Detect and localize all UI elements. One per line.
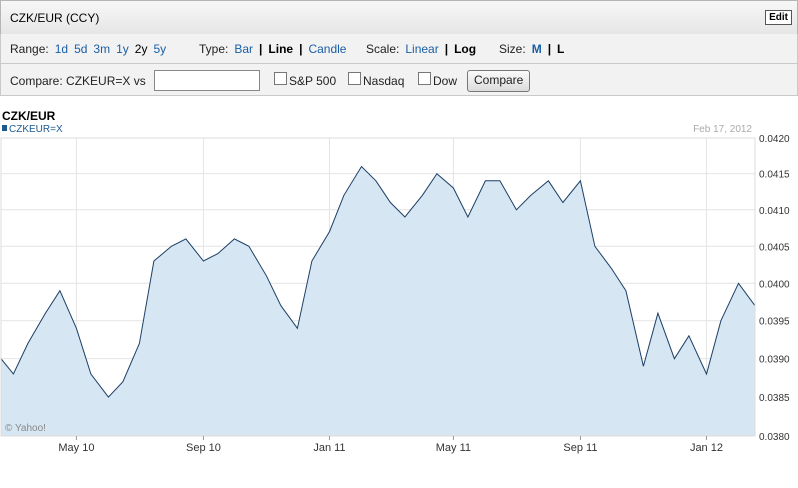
- range-option-2y[interactable]: 2y: [134, 42, 148, 56]
- range-option-3m[interactable]: 3m: [93, 42, 111, 56]
- type-option-bar[interactable]: Bar: [234, 42, 254, 56]
- sp500-label: S&P 500: [289, 74, 337, 88]
- type-option-candle[interactable]: Candle: [308, 42, 347, 56]
- size-separator: |: [547, 42, 552, 56]
- type-option-line[interactable]: Line: [268, 42, 294, 56]
- series-area: [1, 166, 755, 436]
- type-separator: |: [259, 42, 263, 56]
- y-tick-label: 0.0405: [759, 242, 790, 253]
- x-tick-label: Sep 10: [186, 442, 221, 454]
- size-group: Size: M | L: [499, 42, 564, 56]
- type-group: Type: Bar | Line | Candle: [199, 42, 346, 56]
- chart-title: CZK/EUR: [2, 109, 56, 123]
- series-line: [0, 165, 756, 398]
- date-label: Feb 17, 2012: [693, 124, 752, 135]
- sp500-checkbox[interactable]: [274, 72, 287, 85]
- range-option-1y[interactable]: 1y: [116, 42, 129, 56]
- scale-option-log[interactable]: Log: [454, 42, 477, 56]
- nasdaq-label: Nasdaq: [363, 74, 405, 88]
- size-label: Size:: [499, 42, 526, 56]
- compare-input[interactable]: [154, 70, 260, 91]
- type-separator: |: [299, 42, 303, 56]
- y-tick-label: 0.0385: [759, 393, 790, 404]
- range-option-5d[interactable]: 5d: [74, 42, 88, 56]
- size-option-l[interactable]: L: [557, 42, 565, 56]
- scale-group: Scale: Linear | Log: [366, 42, 476, 56]
- chart-header: CZK/EUR (CCY) Edit: [0, 0, 798, 35]
- legend-swatch: [2, 125, 7, 131]
- type-label: Type:: [199, 42, 229, 56]
- x-tick-label: Jan 12: [690, 442, 723, 454]
- chart-window-title: CZK/EUR (CCY): [10, 11, 100, 25]
- yahoo-watermark: © Yahoo!: [5, 423, 46, 434]
- y-tick-label: 0.0415: [759, 170, 790, 181]
- y-tick-label: 0.0400: [759, 279, 790, 290]
- x-tick-label: Sep 11: [563, 442, 597, 454]
- plot-frame: [0, 137, 756, 437]
- legend-entry[interactable]: CZKEUR=X: [9, 124, 63, 135]
- size-option-m[interactable]: M: [531, 42, 542, 56]
- range-option-5y[interactable]: 5y: [153, 42, 167, 56]
- scale-option-linear[interactable]: Linear: [405, 42, 439, 56]
- y-tick-label: 0.0410: [759, 206, 790, 217]
- nasdaq-checkbox[interactable]: [348, 72, 361, 85]
- y-tick-label: 0.0395: [759, 317, 790, 328]
- y-tick-label: 0.0380: [759, 432, 790, 443]
- scale-separator: |: [444, 42, 449, 56]
- dow-checkbox[interactable]: [418, 72, 431, 85]
- range-label: Range:: [10, 42, 49, 56]
- x-tick-label: Jan 11: [313, 442, 345, 454]
- x-tick-label: May 11: [436, 442, 471, 454]
- dow-label: Dow: [433, 74, 458, 88]
- y-tick-label: 0.0420: [759, 134, 790, 145]
- edit-button[interactable]: Edit: [765, 10, 792, 25]
- scale-label: Scale:: [366, 42, 400, 56]
- compare-bar: Compare: CZKEUR=X vs S&P 500 Nasdaq Dow …: [0, 64, 798, 96]
- range-group: Range: 1d 5d 3m 1y 2y 5y: [10, 42, 166, 56]
- x-tick-label: May 10: [58, 442, 94, 454]
- range-option-1d[interactable]: 1d: [54, 42, 69, 56]
- compare-button[interactable]: Compare: [467, 70, 531, 92]
- compare-label: Compare: CZKEUR=X vs: [10, 74, 146, 88]
- y-tick-label: 0.0390: [759, 355, 790, 366]
